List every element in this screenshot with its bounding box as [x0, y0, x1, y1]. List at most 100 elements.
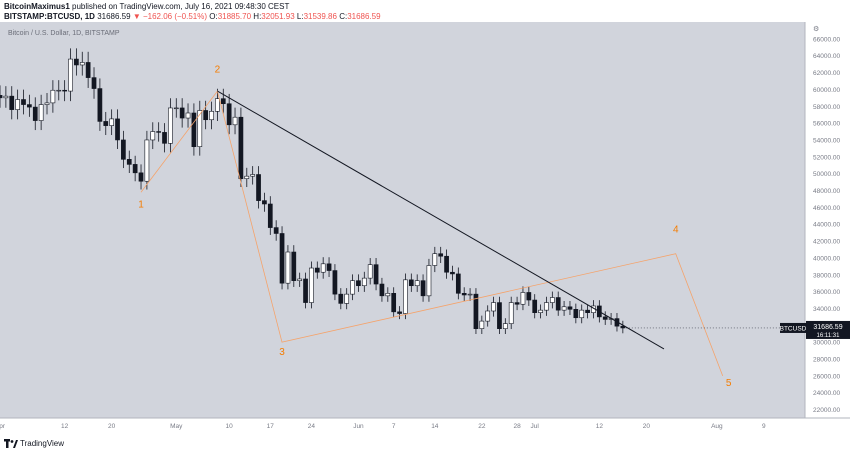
bar-countdown: 16:11:31 — [817, 333, 841, 339]
candle-down — [473, 293, 479, 329]
candle-down — [526, 292, 532, 301]
candle-up — [309, 267, 314, 303]
candle-up — [3, 95, 9, 99]
low-value: 31539.86 — [303, 12, 337, 21]
price-tick-label: 34000.00 — [813, 306, 840, 313]
elliott-wave-path[interactable] — [140, 90, 724, 377]
high-value: 32051.93 — [261, 12, 295, 21]
price-axis[interactable] — [805, 22, 850, 418]
candle-up — [232, 116, 238, 126]
candle-down — [267, 203, 273, 228]
candle-down — [273, 227, 279, 234]
date-tick-label: Apr — [0, 423, 6, 430]
candle-up — [150, 131, 156, 141]
candle-down — [62, 89, 67, 92]
symbol-watermark: Bitcoin / U.S. Dollar, 1D, BITSTAMP — [8, 30, 120, 37]
candle-down — [450, 271, 455, 275]
price-tick-label: 60000.00 — [813, 87, 840, 94]
symbol-label: BITSTAMP:BTCUSD, 1D — [4, 12, 95, 21]
candle-down — [126, 159, 132, 165]
candle-up — [350, 280, 355, 295]
price-tick-label: 24000.00 — [813, 390, 840, 397]
candle-up — [168, 107, 173, 144]
candle-down — [573, 309, 579, 319]
candle-down — [220, 98, 226, 105]
price-tick-label: 58000.00 — [813, 104, 840, 111]
candle-up — [414, 280, 420, 287]
plot-area[interactable] — [0, 22, 805, 418]
date-tick-label: 20 — [643, 423, 651, 430]
candle-up — [79, 62, 85, 66]
candle-up — [297, 278, 303, 281]
descending-trendline[interactable] — [217, 90, 665, 350]
candle-down — [9, 95, 15, 110]
close-label: C: — [339, 12, 348, 21]
candle-up — [285, 251, 291, 284]
candle-down — [21, 99, 26, 105]
date-tick-label: 12 — [596, 423, 604, 430]
candle-up — [432, 253, 438, 266]
price-tick-label: 52000.00 — [813, 154, 840, 161]
candle-down — [121, 139, 126, 160]
candle-down — [391, 293, 397, 313]
date-tick-labels: Apr 12 20 May 10 17 24 Jun 7 14 22 28 Jul 12 20 Aug 9 — [0, 423, 766, 430]
candle-down — [420, 280, 426, 297]
candle-down — [138, 172, 144, 182]
candle-down — [256, 174, 261, 201]
candle-down — [97, 88, 103, 122]
date-tick-label: Jun — [353, 423, 364, 430]
candle-down — [373, 264, 379, 285]
date-tick-label: 10 — [226, 423, 234, 430]
candle-down — [332, 270, 338, 295]
candle-down — [408, 279, 414, 287]
chart-header: BitcoinMaximus1 published on TradingView… — [0, 0, 850, 22]
candle-down — [303, 278, 308, 303]
date-tick-label: May — [170, 423, 183, 430]
author-name[interactable]: BitcoinMaximus1 — [4, 2, 70, 11]
price-tick-label: 66000.00 — [813, 36, 840, 43]
time-axis[interactable] — [0, 418, 850, 436]
settings-icon[interactable]: ⚙ — [813, 25, 819, 33]
candle-up — [385, 293, 391, 297]
last-price-value: 31686.59 — [813, 324, 842, 331]
last-price-box — [806, 320, 850, 339]
candle-down — [262, 200, 267, 205]
candle-down — [397, 311, 402, 314]
candle-up — [467, 293, 473, 296]
candle-down — [203, 110, 209, 121]
price-tick-label: 22000.00 — [813, 407, 840, 414]
candle-up — [544, 302, 549, 311]
candle-up — [250, 174, 256, 177]
candle-down — [532, 299, 538, 313]
price-tick-label: 26000.00 — [813, 373, 840, 380]
candle-up — [485, 310, 491, 322]
symbol-tag-text: BTCUSD — [780, 325, 807, 332]
price-tick-label: 48000.00 — [813, 188, 840, 195]
date-tick-label: 12 — [61, 423, 69, 430]
candle-down — [27, 104, 32, 108]
date-tick-label: 17 — [267, 423, 275, 430]
publish-info: BitcoinMaximus1 published on TradingView… — [4, 2, 289, 11]
candles — [0, 48, 626, 335]
candle-down — [132, 164, 138, 174]
candle-down — [356, 280, 361, 287]
candle-up — [15, 99, 20, 110]
candle-up — [561, 306, 567, 311]
candle-up — [520, 292, 526, 305]
candle-down — [74, 58, 79, 66]
price-tick-label: 40000.00 — [813, 255, 840, 262]
candle-up — [508, 302, 514, 324]
tradingview-brand[interactable]: TradingView — [20, 439, 65, 448]
candle-up — [197, 110, 203, 147]
candle-up — [144, 139, 150, 182]
price-tick-label: 54000.00 — [813, 137, 840, 144]
price-tick-label: 44000.00 — [813, 222, 840, 229]
candle-up — [109, 118, 114, 126]
last-value: 31686.59 — [97, 12, 131, 21]
price-tick-label: 30000.00 — [813, 340, 840, 347]
change-value: ▼ −162.06 (−0.51%) — [132, 12, 207, 21]
candle-down — [455, 273, 461, 294]
candle-up — [367, 264, 373, 279]
candle-down — [338, 293, 344, 304]
price-chart[interactable]: Bitcoin / U.S. Dollar, 1D, BITSTAMP ⚙ 22… — [0, 22, 850, 436]
